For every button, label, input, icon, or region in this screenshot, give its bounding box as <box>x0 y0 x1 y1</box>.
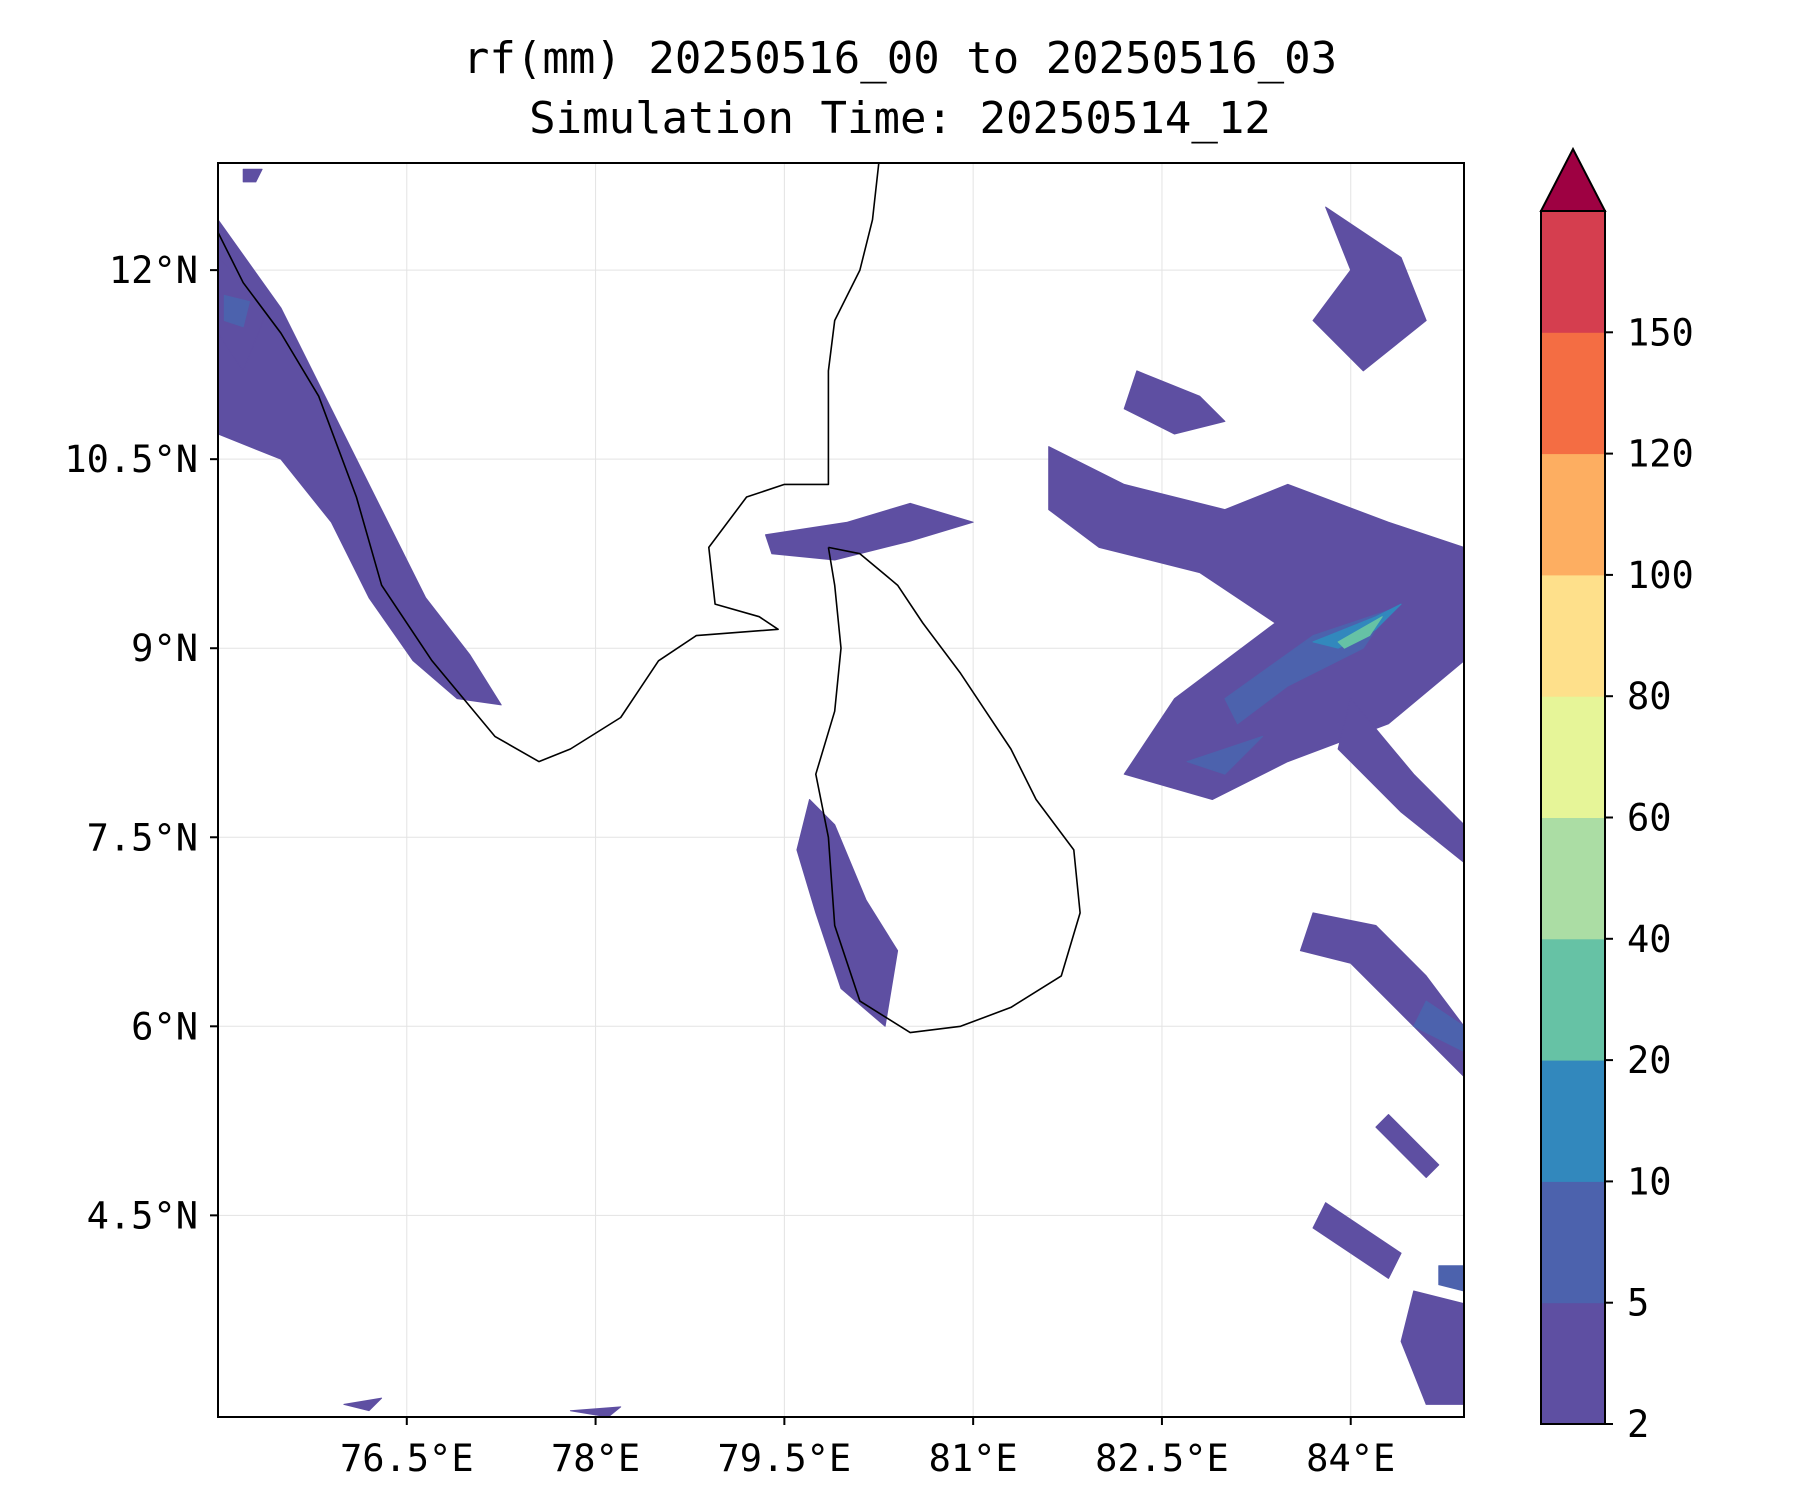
colorbar-tick-label: 60 <box>1627 797 1672 840</box>
colorbar-segment <box>1541 938 1605 1061</box>
x-tick-label: 76.5°E <box>340 1437 474 1480</box>
y-tick-label: 10.5°N <box>64 438 198 481</box>
x-tick-label: 82.5°E <box>1095 1437 1229 1480</box>
colorbar-tick-label: 20 <box>1627 1039 1672 1082</box>
colorbar-segment <box>1541 1060 1605 1182</box>
y-tick-label: 7.5°N <box>87 816 198 859</box>
colorbar-segment <box>1541 1302 1605 1425</box>
x-tick-label: 79.5°E <box>718 1437 852 1480</box>
map-frame <box>217 162 1465 1418</box>
rainfall-patch <box>343 1397 383 1412</box>
colorbar: 2 5 10 20 40 60 80 100 120 150 <box>1539 146 1694 1446</box>
rainfall-patch <box>1438 1265 1464 1292</box>
x-tick-label: 81°E <box>929 1437 1018 1480</box>
colorbar-tick-label: 5 <box>1627 1282 1649 1325</box>
rainfall-patch <box>569 1406 622 1417</box>
map-background <box>218 163 1464 1417</box>
coastline-sri-lanka <box>815 546 1081 1034</box>
colorbar-segment <box>1541 1181 1605 1304</box>
y-tick-label: 9°N <box>131 627 198 670</box>
colorbar-segment <box>1541 696 1605 818</box>
colorbar-segment <box>1541 574 1605 697</box>
y-tick-label: 6°N <box>131 1005 198 1048</box>
colorbar-tick-label: 120 <box>1627 433 1694 476</box>
rainfall-patch <box>1312 1202 1402 1279</box>
rainfall-patch <box>242 168 263 183</box>
colorbar-tick-label: 40 <box>1627 918 1672 961</box>
rainfall-patch <box>1186 735 1264 775</box>
colorbar-tick-label: 10 <box>1627 1160 1672 1203</box>
rainfall-patch <box>1413 1000 1464 1052</box>
rainfall-patch <box>1123 370 1226 435</box>
y-tick-label: 4.5°N <box>87 1194 198 1237</box>
y-axis: 12°N 10.5°N 9°N 7.5°N 6°N 4.5°N <box>64 249 218 1237</box>
colorbar-segment <box>1541 453 1605 576</box>
rainfall-patch <box>765 502 974 561</box>
x-tick-label: 78°E <box>551 1437 640 1480</box>
rainfall-patch <box>223 294 250 328</box>
rainfall-patch <box>1337 698 1464 863</box>
x-axis: 76.5°E 78°E 79.5°E 81°E 82.5°E 84°E <box>340 1417 1395 1480</box>
rainfall-patch <box>1312 206 1427 372</box>
colorbar-tick-label: 150 <box>1627 311 1694 354</box>
gridlines <box>218 163 1464 1417</box>
colorbar-tick-label: 80 <box>1627 675 1672 718</box>
colorbar-segment <box>1541 211 1605 333</box>
rainfall-patch <box>1400 1290 1464 1405</box>
colorbar-segment <box>1541 332 1605 455</box>
map-area <box>218 163 1464 1417</box>
x-tick-label: 84°E <box>1306 1437 1395 1480</box>
rainfall-patch <box>1299 912 1464 1078</box>
colorbar-segment <box>1541 817 1605 940</box>
colorbar-tick-label: 100 <box>1627 554 1694 597</box>
colorbar-tick-label: 2 <box>1627 1403 1649 1446</box>
rainfall-patch <box>1312 603 1402 649</box>
rainfall-patch <box>1337 616 1383 649</box>
colorbar-extend-arrow <box>1539 146 1607 212</box>
rainfall-patch <box>218 219 502 706</box>
rainfall-contours <box>218 168 1464 1417</box>
coastline-india <box>218 163 880 763</box>
y-tick-label: 12°N <box>109 249 198 292</box>
rainfall-patch <box>1375 1114 1440 1178</box>
chart-subtitle: Simulation Time: 20250514_12 <box>529 93 1271 144</box>
coastlines <box>218 163 1081 1034</box>
rainfall-patch <box>796 799 899 1027</box>
chart-title: rf(mm) 20250516_00 to 20250516_03 <box>462 33 1338 84</box>
